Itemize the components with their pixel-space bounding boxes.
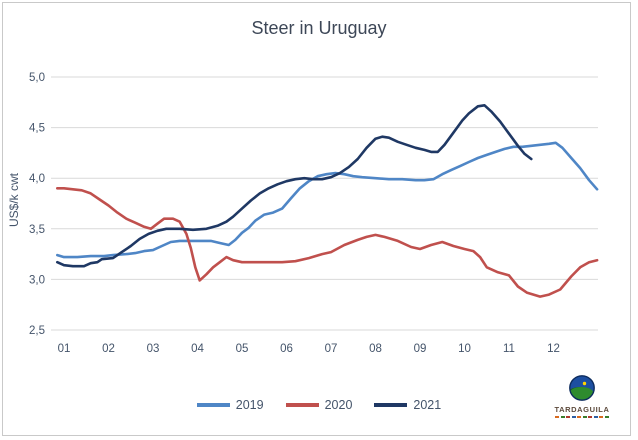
series-line-2020 [56, 187, 599, 298]
x-tick-label: 06 [280, 343, 293, 355]
logo-tagline-segment [577, 415, 582, 418]
legend-label-2019: 2019 [235, 398, 264, 412]
logo-tagline-segment [560, 415, 565, 418]
logo-tagline-segment [593, 415, 598, 418]
x-tick-label: 10 [458, 343, 471, 355]
legend-label-2021: 2021 [413, 398, 442, 412]
chart-title: Steer in Uruguay [251, 18, 387, 38]
x-tick-label: 08 [369, 343, 382, 355]
logo-tagline-segment [599, 415, 604, 418]
logo-tagline-segment [588, 415, 593, 418]
tardaguila-logo: TARDAGUILA [545, 374, 619, 418]
y-tick-label: 3,0 [29, 274, 45, 286]
x-tick-label: 02 [102, 343, 115, 355]
logo-tagline-segment [604, 415, 609, 418]
globe-icon [569, 375, 595, 401]
x-tick-label: 11 [503, 343, 515, 355]
series-line-2021 [56, 104, 533, 268]
legend-item-2021: 2021 [374, 398, 441, 412]
x-tick-label: 04 [191, 343, 204, 355]
y-tick-label: 4,5 [29, 123, 45, 135]
legend-item-2019: 2019 [196, 398, 264, 412]
logo-tagline-segment [582, 415, 587, 418]
legend-swatch-2020 [285, 403, 319, 407]
y-tick-label: 4,0 [29, 173, 45, 185]
chart-border-frame [2, 2, 631, 436]
legend-label-2020: 2020 [324, 398, 353, 412]
series-line-2019 [56, 141, 599, 259]
x-tick-label: 03 [147, 343, 160, 355]
legend-swatch-2019 [196, 403, 230, 407]
logo-name-text: TARDAGUILA [554, 405, 610, 414]
y-tick-label: 2,5 [29, 325, 45, 337]
chart-legend: 2019 2020 2021 [0, 398, 638, 412]
x-tick-label: 09 [414, 343, 427, 355]
x-tick-label: 12 [547, 343, 560, 355]
legend-swatch-2021 [374, 403, 408, 407]
x-tick-label: 01 [58, 343, 71, 355]
logo-tagline-segment [571, 415, 576, 418]
y-tick-label: 3,5 [29, 224, 45, 236]
x-tick-label: 05 [236, 343, 249, 355]
logo-tagline-marks [555, 415, 609, 418]
y-tick-label: 5,0 [29, 72, 45, 84]
legend-item-2020: 2020 [285, 398, 353, 412]
x-tick-label: 07 [325, 343, 338, 355]
logo-tagline-segment [555, 415, 560, 418]
logo-tagline-segment [566, 415, 571, 418]
